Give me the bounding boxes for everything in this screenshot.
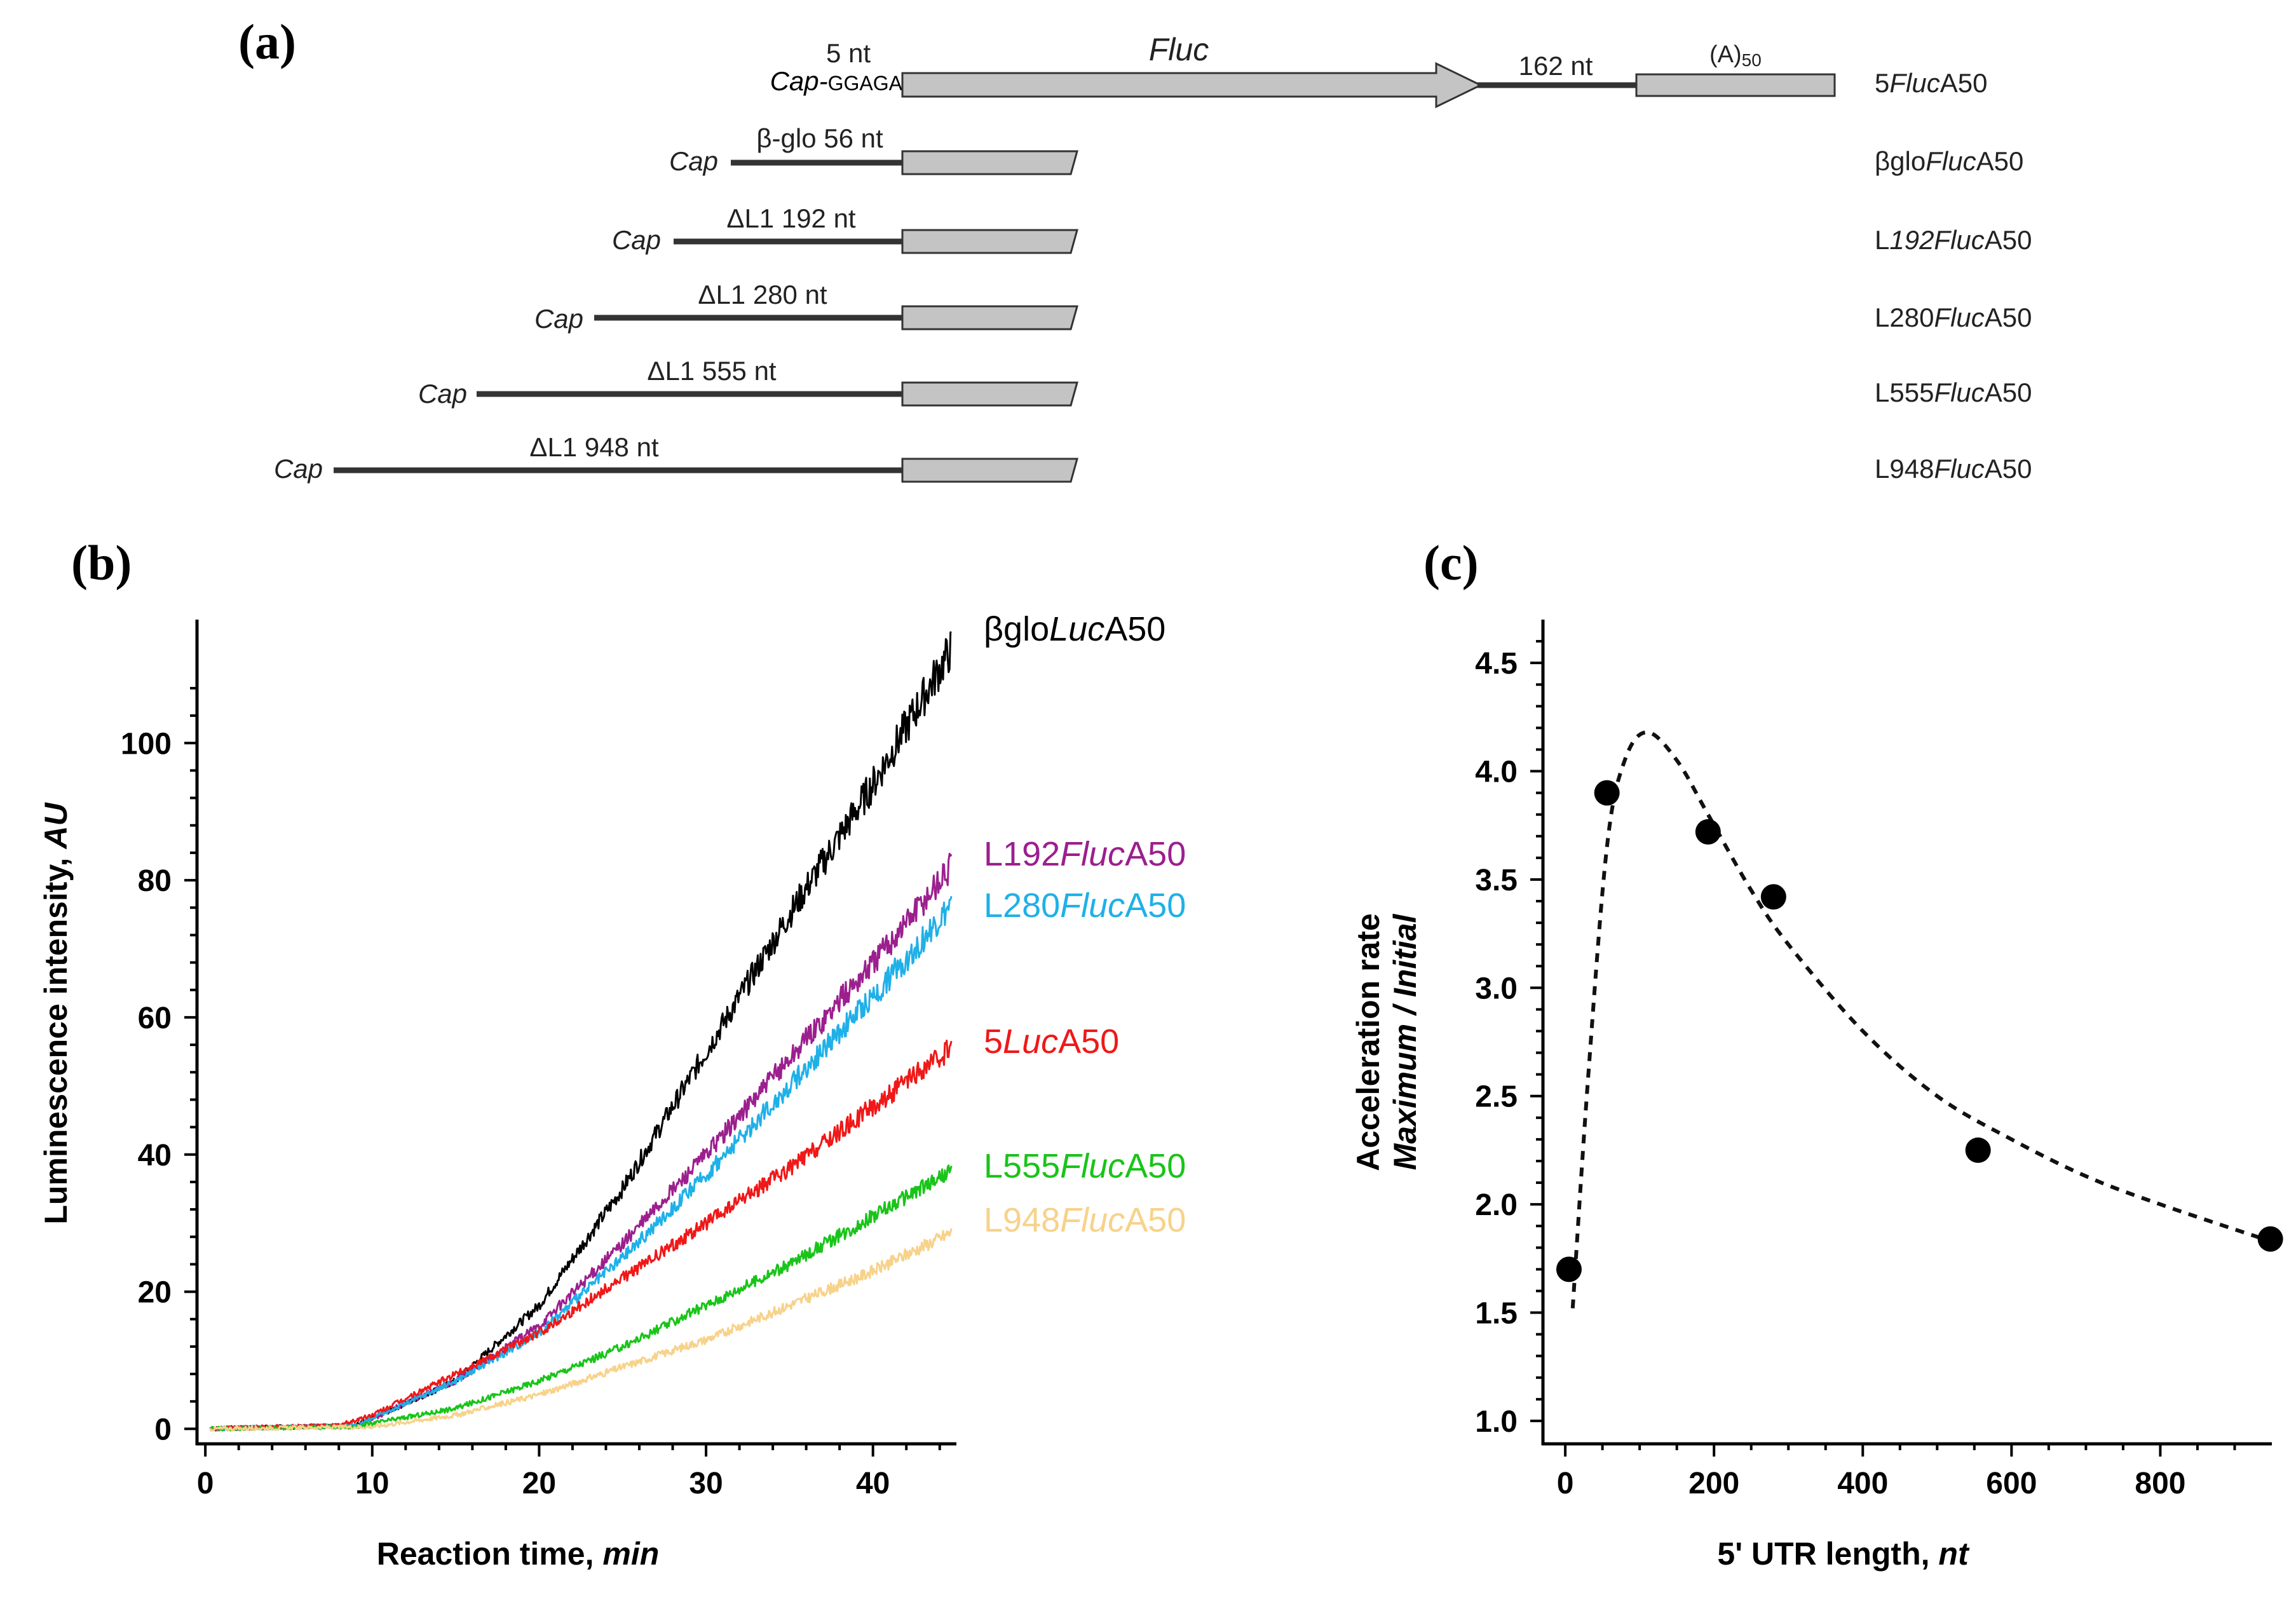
panel-c-label: (c)	[1423, 535, 1479, 590]
panel-c-points	[1556, 780, 2283, 1282]
panel-b-series-lines	[209, 631, 953, 1432]
panel-b-series-labels: βgloLucA50 L192FlucA50 L280FlucA50 5LucA50 L…	[984, 610, 1186, 1239]
cap-label: Cap	[669, 146, 718, 176]
series-line	[209, 895, 953, 1432]
data-point	[1695, 819, 1721, 845]
panel-c-y-axis-title: Acceleration rate	[1350, 913, 1386, 1171]
leader-length-label: ΔL1 280 nt	[698, 280, 827, 309]
y-tick-label: 2.0	[1475, 1188, 1518, 1222]
series-line	[209, 1228, 953, 1432]
data-point	[1965, 1137, 1991, 1163]
y-tick-label: 20	[138, 1276, 172, 1310]
x-tick-label: 0	[197, 1467, 214, 1500]
data-point	[1760, 884, 1786, 910]
construct-bglofluca50: β-glo 56 nt Cap βgloFlucA50	[669, 123, 2023, 176]
panel-c-fit-curve	[1570, 730, 2271, 1308]
panel-a-constructs: (a) 5 nt Cap-GGAGA Fluc 162 nt (A)50 5Fl…	[238, 14, 2032, 484]
panel-c-y-axis-subtitle: Maximum / Initial	[1387, 913, 1423, 1170]
construct-name-5fluca50: 5FlucA50	[1875, 68, 1987, 98]
fluc-orf-arrow	[901, 62, 1483, 109]
construct-name-bglofluca50: βgloFlucA50	[1875, 146, 2023, 176]
x-tick-label: 20	[522, 1467, 556, 1500]
y-tick-label: 1.0	[1475, 1405, 1518, 1439]
construct-l280fluca50: ΔL1 280 nt Cap L280FlucA50	[534, 280, 2032, 334]
panel-b-axes: 0 10 20 30 40 0 20 40 60 80 100	[121, 620, 956, 1500]
panel-b-y-axis-title: Luminescence intensity, AU	[38, 802, 74, 1225]
spacer-length-label: 162 nt	[1519, 51, 1593, 81]
x-tick-label: 800	[2135, 1467, 2185, 1500]
polya-tail-box	[1635, 73, 1836, 97]
x-tick-label: 400	[1837, 1467, 1888, 1500]
construct-l555fluca50: ΔL1 555 nt Cap L555FlucA50	[418, 356, 2032, 409]
x-tick-label: 200	[1688, 1467, 1739, 1500]
x-tick-label: 600	[1986, 1467, 2037, 1500]
x-tick-label: 40	[856, 1467, 890, 1500]
panel-b-kinetics-chart: (b) 0 10 20 30 40 0 20 40 60 80 100 βgloLucA50 L192…	[38, 535, 1186, 1572]
fluc-orf-fragment	[901, 381, 1078, 407]
cap-label: Cap-GGAGA	[770, 66, 903, 96]
y-tick-label: 4.5	[1475, 647, 1518, 681]
cap-label: Cap	[534, 304, 583, 334]
x-tick-label: 10	[355, 1467, 389, 1500]
fluc-gene-label: Fluc	[1149, 32, 1209, 67]
series-label: 5LucA50	[984, 1023, 1119, 1061]
y-tick-label: 0	[154, 1413, 172, 1446]
cap-text: Cap-	[770, 66, 828, 96]
series-line	[210, 1164, 953, 1432]
series-line	[209, 852, 953, 1432]
cap-label: Cap	[418, 379, 467, 409]
cap-label: Cap	[274, 454, 323, 484]
construct-name-l948fluca50: L948FlucA50	[1875, 454, 2032, 484]
leader-sequence: GGAGA	[828, 72, 903, 95]
data-point	[1594, 780, 1620, 806]
y-tick-label: 3.5	[1475, 864, 1518, 897]
series-label: L555FlucA50	[984, 1147, 1186, 1185]
polya-label: (A)50	[1709, 41, 1762, 70]
fluc-orf-fragment	[901, 229, 1078, 254]
construct-name-l280fluca50: L280FlucA50	[1875, 302, 2032, 332]
series-label: L280FlucA50	[984, 887, 1186, 925]
fluc-orf-fragment	[901, 458, 1078, 483]
y-tick-label: 1.5	[1475, 1297, 1518, 1331]
panel-c-acceleration-chart: (c) 0 200 400 600 800 1.0 1.5 2.0 2.5 3.0 3.5 4.0 4.…	[1350, 535, 2283, 1572]
series-label: L192FlucA50	[984, 835, 1186, 873]
construct-name-l192fluca50: L192FlucA50	[1875, 225, 2032, 255]
fit-curve	[1570, 730, 2271, 1308]
data-point	[1556, 1256, 1582, 1282]
leader-length-label: β-glo 56 nt	[756, 123, 883, 153]
y-tick-label: 100	[121, 727, 172, 761]
y-tick-label: 40	[138, 1139, 172, 1172]
x-tick-label: 0	[1557, 1467, 1574, 1500]
leader-length-label: ΔL1 192 nt	[726, 203, 856, 233]
data-point	[2257, 1226, 2283, 1252]
panel-c-axes: 0 200 400 600 800 1.0 1.5 2.0 2.5 3.0 3.5 4.0 4.5	[1475, 620, 2272, 1500]
panel-a-label: (a)	[238, 14, 296, 69]
y-tick-label: 3.0	[1475, 972, 1518, 1005]
leader-length-label: ΔL1 555 nt	[647, 356, 777, 386]
fluc-orf-fragment	[901, 150, 1078, 175]
x-tick-label: 30	[689, 1467, 723, 1500]
panel-b-x-axis-title: Reaction time, min	[377, 1536, 660, 1572]
cap-label: Cap	[612, 225, 661, 255]
construct-l192fluca50: ΔL1 192 nt Cap L192FlucA50	[612, 203, 2032, 255]
y-tick-label: 60	[138, 1002, 172, 1035]
y-tick-label: 80	[138, 864, 172, 898]
leader-length-label: 5 nt	[826, 38, 871, 68]
series-label: L948FlucA50	[984, 1201, 1186, 1239]
leader-length-label: ΔL1 948 nt	[529, 432, 659, 462]
y-tick-label: 4.0	[1475, 756, 1518, 789]
series-label: βgloLucA50	[984, 610, 1165, 648]
panel-c-x-axis-title: 5' UTR length, nt	[1717, 1536, 1970, 1572]
construct-l948fluca50: ΔL1 948 nt Cap L948FlucA50	[274, 432, 2032, 484]
fluc-orf-fragment	[901, 305, 1078, 330]
y-tick-label: 2.5	[1475, 1080, 1518, 1114]
panel-b-label: (b)	[71, 535, 132, 590]
construct-name-l555fluca50: L555FlucA50	[1875, 377, 2032, 407]
construct-5fluca50: 5 nt Cap-GGAGA Fluc 162 nt (A)50 5FlucA5…	[770, 32, 1987, 109]
